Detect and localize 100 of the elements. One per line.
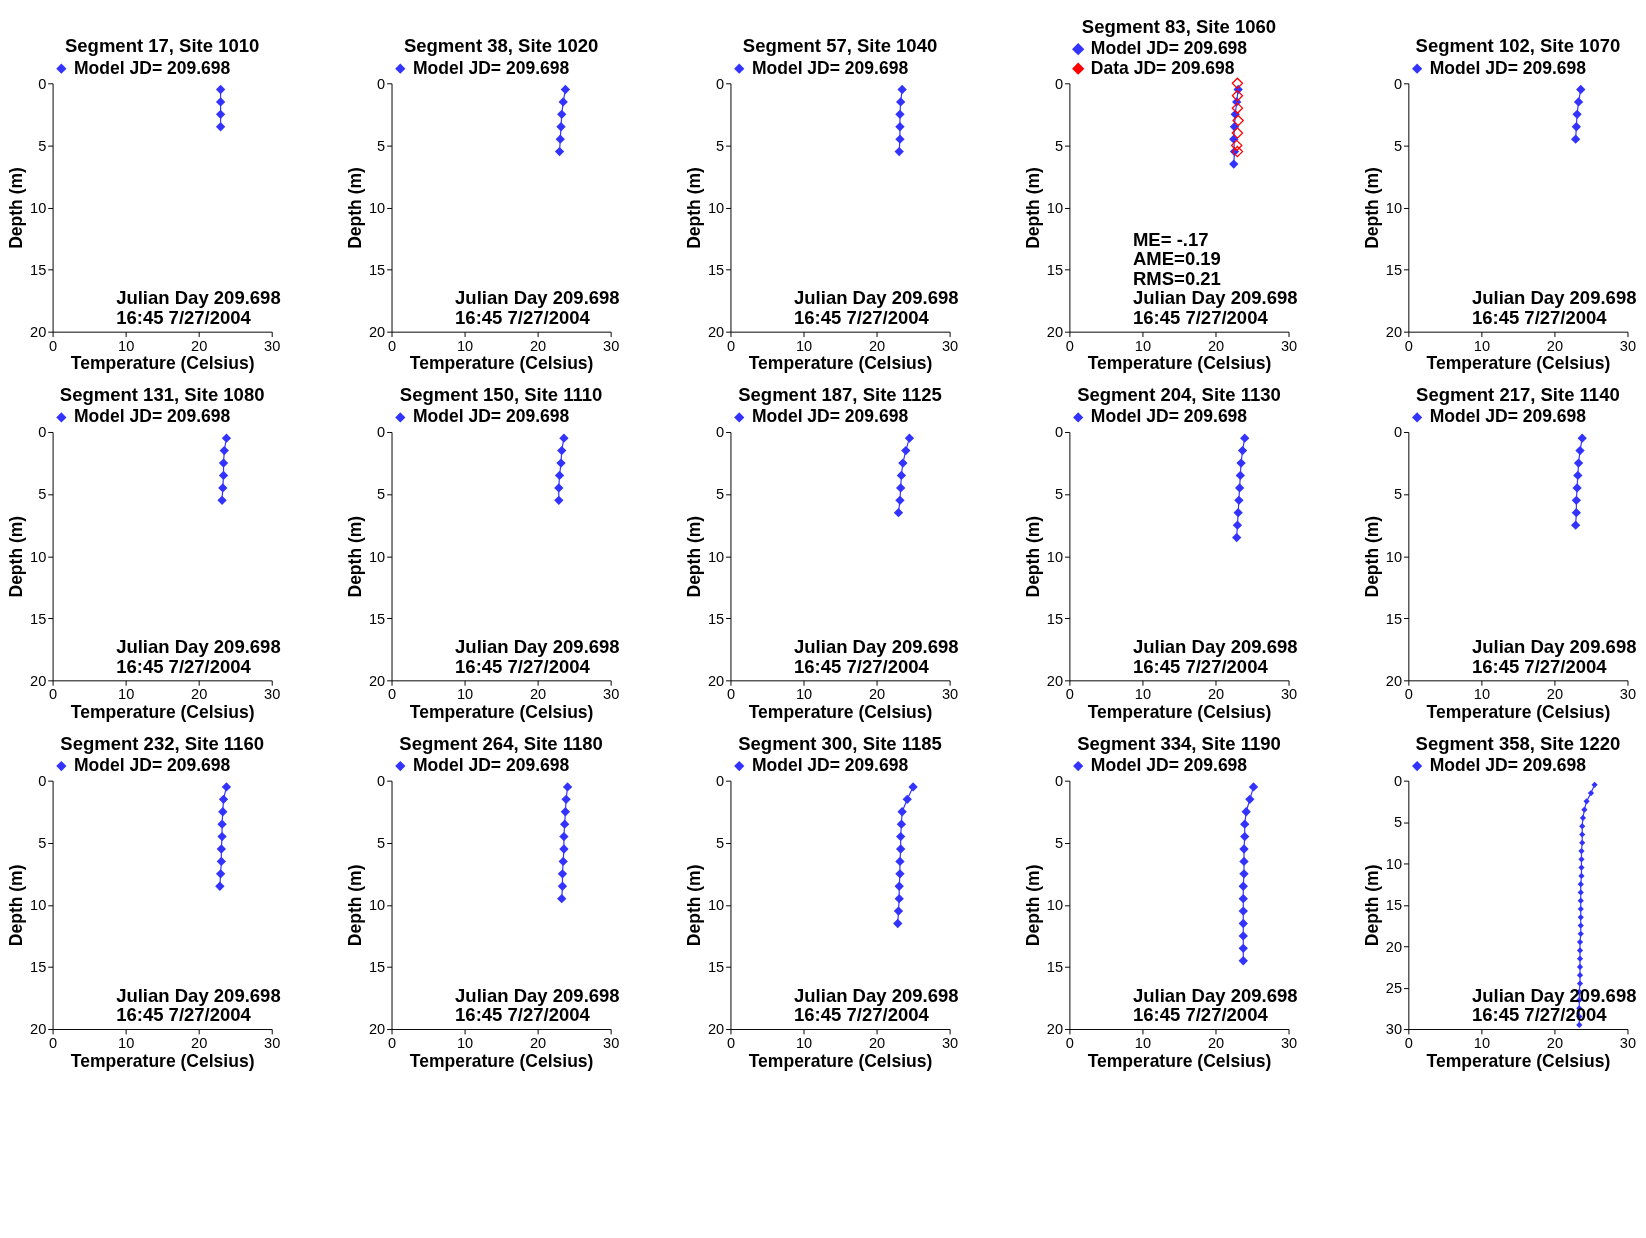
x-tick-label: 10 — [456, 1035, 474, 1052]
x-axis-title: Temperature (Celsius) — [70, 701, 255, 722]
x-tick-label: 30 — [1280, 686, 1298, 703]
y-tick-label: 15 — [1385, 897, 1403, 914]
y-tick-label: 20 — [368, 324, 386, 341]
x-tick-label: 30 — [1280, 337, 1298, 354]
y-tick-label: 5 — [1054, 486, 1064, 503]
legend-label: Model JD= 209.698 — [1429, 57, 1587, 78]
annotation: Julian Day 209.698 — [116, 287, 281, 309]
chart-title: Segment 334, Site 1190 — [1077, 732, 1281, 754]
y-tick-label: 15 — [707, 610, 725, 627]
annotation: Julian Day 209.698 — [794, 984, 959, 1006]
x-axis-title: Temperature (Celsius) — [70, 353, 255, 374]
y-axis-title: Depth (m) — [1361, 864, 1382, 947]
y-axis-title: Depth (m) — [6, 515, 27, 598]
y-axis-title: Depth (m) — [1023, 167, 1044, 249]
annotation: Julian Day 209.698 — [116, 984, 281, 1006]
y-axis-title: Depth (m) — [6, 167, 27, 249]
y-tick-label: 20 — [1385, 938, 1403, 955]
x-tick-label: 10 — [118, 337, 135, 354]
y-tick-label: 20 — [1046, 324, 1064, 341]
annotation: RMS=0.21 — [1132, 267, 1221, 289]
x-tick-label: 20 — [191, 686, 208, 703]
y-tick-label: 0 — [1054, 773, 1064, 790]
annotation: Julian Day 209.698 — [1471, 636, 1637, 658]
y-tick-label: 15 — [30, 959, 47, 976]
x-tick-label: 30 — [1619, 1035, 1637, 1052]
annotation: Julian Day 209.698 — [1132, 984, 1298, 1006]
legend-label: Model JD= 209.698 — [1090, 38, 1248, 59]
y-tick-label: 15 — [707, 261, 725, 278]
y-tick-label: 15 — [368, 261, 386, 278]
y-tick-label: 15 — [30, 261, 47, 278]
y-tick-label: 10 — [1385, 855, 1403, 872]
y-axis-title: Depth (m) — [345, 864, 366, 947]
y-tick-label: 10 — [30, 548, 47, 565]
y-tick-label: 5 — [1393, 486, 1403, 503]
annotation: Julian Day 209.698 — [455, 636, 620, 658]
y-tick-label: 10 — [1046, 199, 1064, 216]
y-tick-label: 30 — [1385, 1021, 1403, 1038]
y-tick-label: 25 — [1385, 980, 1403, 996]
y-tick-label: 10 — [1385, 199, 1403, 216]
y-tick-label: 5 — [377, 137, 386, 154]
x-tick-label: 20 — [1207, 686, 1225, 703]
y-tick-label: 10 — [368, 548, 386, 565]
y-tick-label: 10 — [1046, 897, 1064, 914]
x-tick-label: 10 — [118, 1035, 135, 1052]
x-tick-label: 30 — [1619, 337, 1637, 354]
x-tick-label: 0 — [49, 337, 58, 354]
x-tick-label: 30 — [941, 1035, 959, 1052]
y-tick-label: 20 — [30, 1021, 47, 1038]
chart-title: Segment 204, Site 1130 — [1077, 383, 1281, 405]
x-axis-title: Temperature (Celsius) — [409, 1050, 594, 1071]
y-tick-label: 10 — [30, 199, 47, 216]
x-axis-title: Temperature (Celsius) — [409, 701, 594, 722]
y-tick-label: 5 — [38, 137, 47, 154]
annotation: Julian Day 209.698 — [455, 287, 620, 309]
annotation: AME=0.19 — [1132, 248, 1221, 270]
y-tick-label: 15 — [1385, 261, 1403, 278]
y-tick-label: 0 — [1393, 75, 1403, 92]
y-axis-title: Depth (m) — [684, 864, 705, 947]
y-tick-label: 0 — [38, 773, 47, 790]
legend-label: Data JD= 209.698 — [1090, 57, 1235, 78]
x-axis-title: Temperature (Celsius) — [748, 353, 933, 374]
y-axis-title: Depth (m) — [1361, 515, 1382, 598]
y-tick-label: 0 — [716, 424, 725, 441]
x-tick-label: 30 — [1619, 686, 1637, 703]
legend-label: Model JD= 209.698 — [412, 754, 570, 775]
y-tick-label: 0 — [716, 75, 725, 92]
y-tick-label: 5 — [377, 486, 386, 503]
y-axis-title: Depth (m) — [6, 864, 27, 947]
x-tick-label: 10 — [1134, 337, 1152, 354]
x-tick-label: 30 — [264, 686, 281, 703]
y-tick-label: 0 — [716, 773, 725, 790]
y-tick-label: 10 — [368, 897, 386, 914]
legend-label: Model JD= 209.698 — [1429, 406, 1587, 427]
y-tick-label: 5 — [38, 835, 47, 852]
y-tick-label: 0 — [38, 75, 47, 92]
y-tick-label: 0 — [377, 424, 386, 441]
annotation: ME= -.17 — [1132, 228, 1209, 250]
x-tick-label: 10 — [1473, 686, 1490, 703]
legend-label: Model JD= 209.698 — [751, 406, 909, 427]
y-tick-label: 5 — [1393, 814, 1403, 831]
x-tick-label: 10 — [456, 337, 474, 354]
chart-title: Segment 83, Site 1060 — [1081, 15, 1277, 37]
x-tick-label: 30 — [264, 1035, 281, 1052]
x-tick-label: 30 — [264, 337, 281, 354]
y-tick-label: 20 — [1385, 324, 1403, 341]
y-tick-label: 0 — [377, 75, 386, 92]
y-tick-label: 20 — [1046, 672, 1064, 689]
chart-title: Segment 187, Site 1125 — [738, 383, 942, 405]
y-tick-label: 20 — [30, 672, 47, 689]
x-tick-label: 20 — [868, 686, 886, 703]
x-tick-label: 0 — [49, 1035, 58, 1052]
x-axis-title: Temperature (Celsius) — [1087, 701, 1272, 722]
x-axis-title: Temperature (Celsius) — [1426, 701, 1611, 722]
x-tick-label: 30 — [603, 337, 620, 354]
chart-title: Segment 102, Site 1070 — [1415, 35, 1621, 57]
chart-title: Segment 264, Site 1180 — [399, 732, 603, 754]
x-tick-label: 20 — [530, 686, 547, 703]
x-tick-label: 20 — [191, 1035, 208, 1052]
